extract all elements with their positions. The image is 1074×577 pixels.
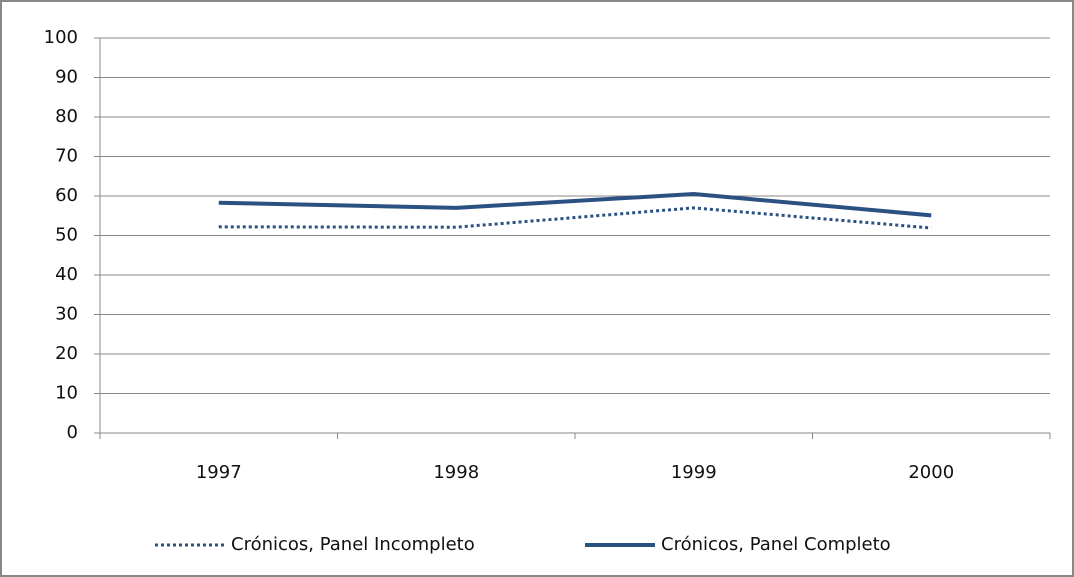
x-tick-label: 1997 (196, 462, 242, 483)
y-tick-label: 80 (55, 106, 78, 127)
legend-label: Crónicos, Panel Completo (661, 534, 891, 555)
x-tick-label: 1999 (671, 462, 717, 483)
series-line (218, 192, 932, 218)
y-tick-label: 70 (55, 146, 78, 167)
y-tick-label: 20 (55, 343, 78, 364)
y-tick-label: 60 (55, 185, 78, 206)
legend-label: Crónicos, Panel Incompleto (231, 534, 475, 555)
y-tick-label: 10 (55, 383, 78, 404)
y-tick-label: 40 (55, 264, 78, 285)
x-tick-label: 2000 (908, 462, 954, 483)
y-tick-label: 50 (55, 225, 78, 246)
x-tick-label: 1998 (433, 462, 479, 483)
y-tick-label: 0 (67, 422, 78, 443)
y-tick-label: 90 (55, 67, 78, 88)
y-tick-label: 30 (55, 304, 78, 325)
y-tick-label: 100 (44, 27, 78, 48)
series-line (218, 206, 932, 230)
